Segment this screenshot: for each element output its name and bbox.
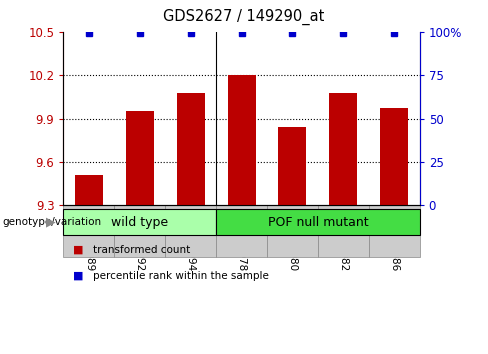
Bar [75,175,103,205]
Bar [380,108,408,205]
FancyBboxPatch shape [114,205,165,257]
Text: ■: ■ [73,271,84,281]
Bar [177,92,204,205]
FancyBboxPatch shape [216,205,267,257]
Bar [126,112,154,205]
FancyBboxPatch shape [63,205,114,257]
Bar [329,92,357,205]
Text: ▶: ▶ [46,216,56,229]
Text: genotype/variation: genotype/variation [2,217,102,227]
Text: POF null mutant: POF null mutant [267,216,368,229]
FancyBboxPatch shape [165,205,216,257]
Text: ■: ■ [73,245,84,255]
Text: percentile rank within the sample: percentile rank within the sample [93,271,268,281]
Bar [216,209,420,235]
FancyBboxPatch shape [267,205,318,257]
FancyBboxPatch shape [369,205,420,257]
Bar [63,209,216,235]
Bar [279,127,306,205]
Text: transformed count: transformed count [93,245,190,255]
FancyBboxPatch shape [318,205,369,257]
Bar [227,75,256,205]
Text: GDS2627 / 149290_at: GDS2627 / 149290_at [163,9,325,25]
Text: wild type: wild type [111,216,168,229]
